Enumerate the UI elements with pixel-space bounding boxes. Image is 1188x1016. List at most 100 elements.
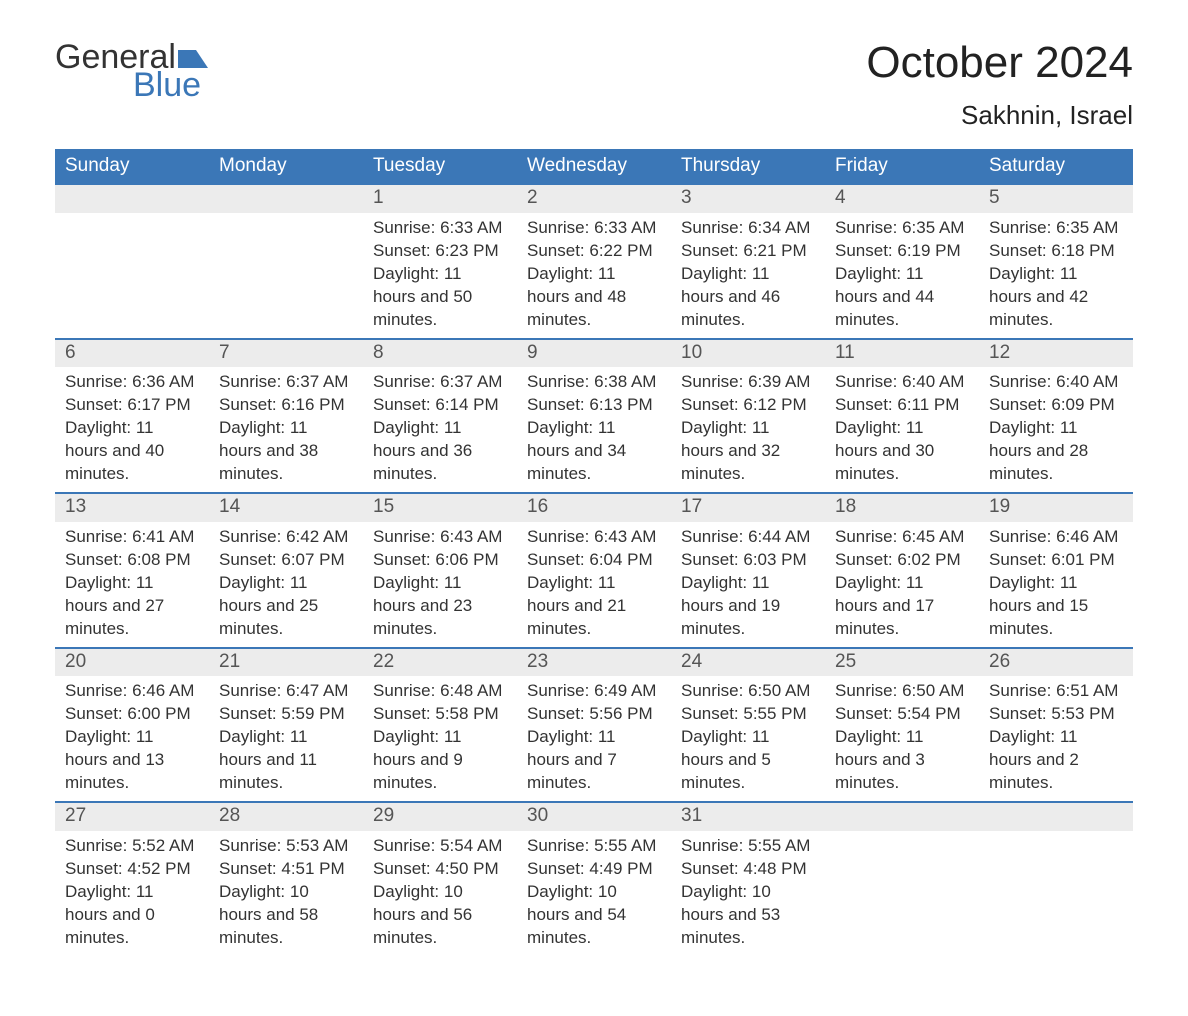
daylight-line: Daylight: 11 hours and 15 minutes.: [989, 572, 1123, 641]
sunset-line: Sunset: 6:21 PM: [681, 240, 815, 263]
day-content: Sunrise: 6:50 AMSunset: 5:54 PMDaylight:…: [825, 676, 979, 801]
day-content: Sunrise: 6:45 AMSunset: 6:02 PMDaylight:…: [825, 522, 979, 647]
daylight-line: Daylight: 11 hours and 50 minutes.: [373, 263, 507, 332]
sunset-line: Sunset: 5:54 PM: [835, 703, 969, 726]
day-number: [55, 185, 209, 213]
sunset-line: Sunset: 5:58 PM: [373, 703, 507, 726]
calendar-cell: 5Sunrise: 6:35 AMSunset: 6:18 PMDaylight…: [979, 184, 1133, 338]
daylight-line: Daylight: 11 hours and 48 minutes.: [527, 263, 661, 332]
day-content: Sunrise: 6:33 AMSunset: 6:23 PMDaylight:…: [363, 213, 517, 338]
calendar-cell: 4Sunrise: 6:35 AMSunset: 6:19 PMDaylight…: [825, 184, 979, 338]
calendar-cell: 10Sunrise: 6:39 AMSunset: 6:12 PMDayligh…: [671, 339, 825, 493]
calendar-cell: [979, 802, 1133, 955]
day-header: Saturday: [979, 149, 1133, 184]
calendar-cell: [209, 184, 363, 338]
daylight-line: Daylight: 11 hours and 11 minutes.: [219, 726, 353, 795]
sunset-line: Sunset: 6:06 PM: [373, 549, 507, 572]
sunset-line: Sunset: 6:17 PM: [65, 394, 199, 417]
day-content: Sunrise: 6:48 AMSunset: 5:58 PMDaylight:…: [363, 676, 517, 801]
calendar-cell: [55, 184, 209, 338]
sunrise-line: Sunrise: 5:54 AM: [373, 835, 507, 858]
sunset-line: Sunset: 6:07 PM: [219, 549, 353, 572]
day-content: Sunrise: 6:37 AMSunset: 6:14 PMDaylight:…: [363, 367, 517, 492]
daylight-line: Daylight: 10 hours and 58 minutes.: [219, 881, 353, 950]
sunset-line: Sunset: 6:19 PM: [835, 240, 969, 263]
sunrise-line: Sunrise: 6:37 AM: [219, 371, 353, 394]
sunrise-line: Sunrise: 6:35 AM: [989, 217, 1123, 240]
calendar-cell: 13Sunrise: 6:41 AMSunset: 6:08 PMDayligh…: [55, 493, 209, 647]
calendar-week: 13Sunrise: 6:41 AMSunset: 6:08 PMDayligh…: [55, 493, 1133, 647]
day-content: Sunrise: 6:35 AMSunset: 6:18 PMDaylight:…: [979, 213, 1133, 338]
sunrise-line: Sunrise: 6:45 AM: [835, 526, 969, 549]
day-content: Sunrise: 5:53 AMSunset: 4:51 PMDaylight:…: [209, 831, 363, 956]
sunrise-line: Sunrise: 6:44 AM: [681, 526, 815, 549]
sunset-line: Sunset: 6:04 PM: [527, 549, 661, 572]
day-number: 14: [209, 494, 363, 522]
day-content: Sunrise: 6:34 AMSunset: 6:21 PMDaylight:…: [671, 213, 825, 338]
calendar-cell: 25Sunrise: 6:50 AMSunset: 5:54 PMDayligh…: [825, 648, 979, 802]
day-content: Sunrise: 6:35 AMSunset: 6:19 PMDaylight:…: [825, 213, 979, 338]
day-number: 21: [209, 649, 363, 677]
day-content: Sunrise: 6:46 AMSunset: 6:00 PMDaylight:…: [55, 676, 209, 801]
daylight-line: Daylight: 11 hours and 5 minutes.: [681, 726, 815, 795]
calendar-cell: 12Sunrise: 6:40 AMSunset: 6:09 PMDayligh…: [979, 339, 1133, 493]
calendar-cell: 28Sunrise: 5:53 AMSunset: 4:51 PMDayligh…: [209, 802, 363, 955]
calendar-cell: 27Sunrise: 5:52 AMSunset: 4:52 PMDayligh…: [55, 802, 209, 955]
daylight-line: Daylight: 11 hours and 36 minutes.: [373, 417, 507, 486]
calendar-cell: 30Sunrise: 5:55 AMSunset: 4:49 PMDayligh…: [517, 802, 671, 955]
day-number: 18: [825, 494, 979, 522]
sunrise-line: Sunrise: 6:43 AM: [373, 526, 507, 549]
calendar-page: General Blue October 2024 Sakhnin, Israe…: [0, 0, 1188, 1016]
day-header: Friday: [825, 149, 979, 184]
calendar-cell: 2Sunrise: 6:33 AMSunset: 6:22 PMDaylight…: [517, 184, 671, 338]
day-content: Sunrise: 6:41 AMSunset: 6:08 PMDaylight:…: [55, 522, 209, 647]
sunrise-line: Sunrise: 5:52 AM: [65, 835, 199, 858]
calendar-week: 1Sunrise: 6:33 AMSunset: 6:23 PMDaylight…: [55, 184, 1133, 338]
sunset-line: Sunset: 4:51 PM: [219, 858, 353, 881]
day-number: 20: [55, 649, 209, 677]
sunrise-line: Sunrise: 6:47 AM: [219, 680, 353, 703]
day-content: Sunrise: 5:52 AMSunset: 4:52 PMDaylight:…: [55, 831, 209, 956]
day-content: [55, 213, 209, 293]
location-label: Sakhnin, Israel: [866, 100, 1133, 131]
day-number: 24: [671, 649, 825, 677]
sunset-line: Sunset: 4:50 PM: [373, 858, 507, 881]
sunset-line: Sunset: 6:08 PM: [65, 549, 199, 572]
day-header: Sunday: [55, 149, 209, 184]
daylight-line: Daylight: 11 hours and 21 minutes.: [527, 572, 661, 641]
sunrise-line: Sunrise: 6:46 AM: [65, 680, 199, 703]
day-number: 2: [517, 185, 671, 213]
day-content: Sunrise: 6:37 AMSunset: 6:16 PMDaylight:…: [209, 367, 363, 492]
sunset-line: Sunset: 5:59 PM: [219, 703, 353, 726]
daylight-line: Daylight: 10 hours and 54 minutes.: [527, 881, 661, 950]
calendar-cell: 11Sunrise: 6:40 AMSunset: 6:11 PMDayligh…: [825, 339, 979, 493]
daylight-line: Daylight: 11 hours and 13 minutes.: [65, 726, 199, 795]
calendar-cell: 19Sunrise: 6:46 AMSunset: 6:01 PMDayligh…: [979, 493, 1133, 647]
day-content: Sunrise: 6:49 AMSunset: 5:56 PMDaylight:…: [517, 676, 671, 801]
sunrise-line: Sunrise: 5:55 AM: [681, 835, 815, 858]
calendar-cell: 18Sunrise: 6:45 AMSunset: 6:02 PMDayligh…: [825, 493, 979, 647]
sunset-line: Sunset: 6:00 PM: [65, 703, 199, 726]
day-content: Sunrise: 5:54 AMSunset: 4:50 PMDaylight:…: [363, 831, 517, 956]
day-header: Wednesday: [517, 149, 671, 184]
day-number: 9: [517, 340, 671, 368]
calendar-table: SundayMondayTuesdayWednesdayThursdayFrid…: [55, 149, 1133, 955]
day-content: Sunrise: 6:50 AMSunset: 5:55 PMDaylight:…: [671, 676, 825, 801]
sunrise-line: Sunrise: 6:42 AM: [219, 526, 353, 549]
day-header: Monday: [209, 149, 363, 184]
day-number: 19: [979, 494, 1133, 522]
day-number: 22: [363, 649, 517, 677]
calendar-cell: [825, 802, 979, 955]
daylight-line: Daylight: 11 hours and 0 minutes.: [65, 881, 199, 950]
day-content: Sunrise: 6:38 AMSunset: 6:13 PMDaylight:…: [517, 367, 671, 492]
day-content: [825, 831, 979, 911]
calendar-cell: 3Sunrise: 6:34 AMSunset: 6:21 PMDaylight…: [671, 184, 825, 338]
sunrise-line: Sunrise: 6:40 AM: [835, 371, 969, 394]
day-number: 23: [517, 649, 671, 677]
day-number: 12: [979, 340, 1133, 368]
sunrise-line: Sunrise: 6:37 AM: [373, 371, 507, 394]
sunrise-line: Sunrise: 6:49 AM: [527, 680, 661, 703]
sunrise-line: Sunrise: 6:43 AM: [527, 526, 661, 549]
day-content: Sunrise: 6:40 AMSunset: 6:11 PMDaylight:…: [825, 367, 979, 492]
calendar-cell: 14Sunrise: 6:42 AMSunset: 6:07 PMDayligh…: [209, 493, 363, 647]
